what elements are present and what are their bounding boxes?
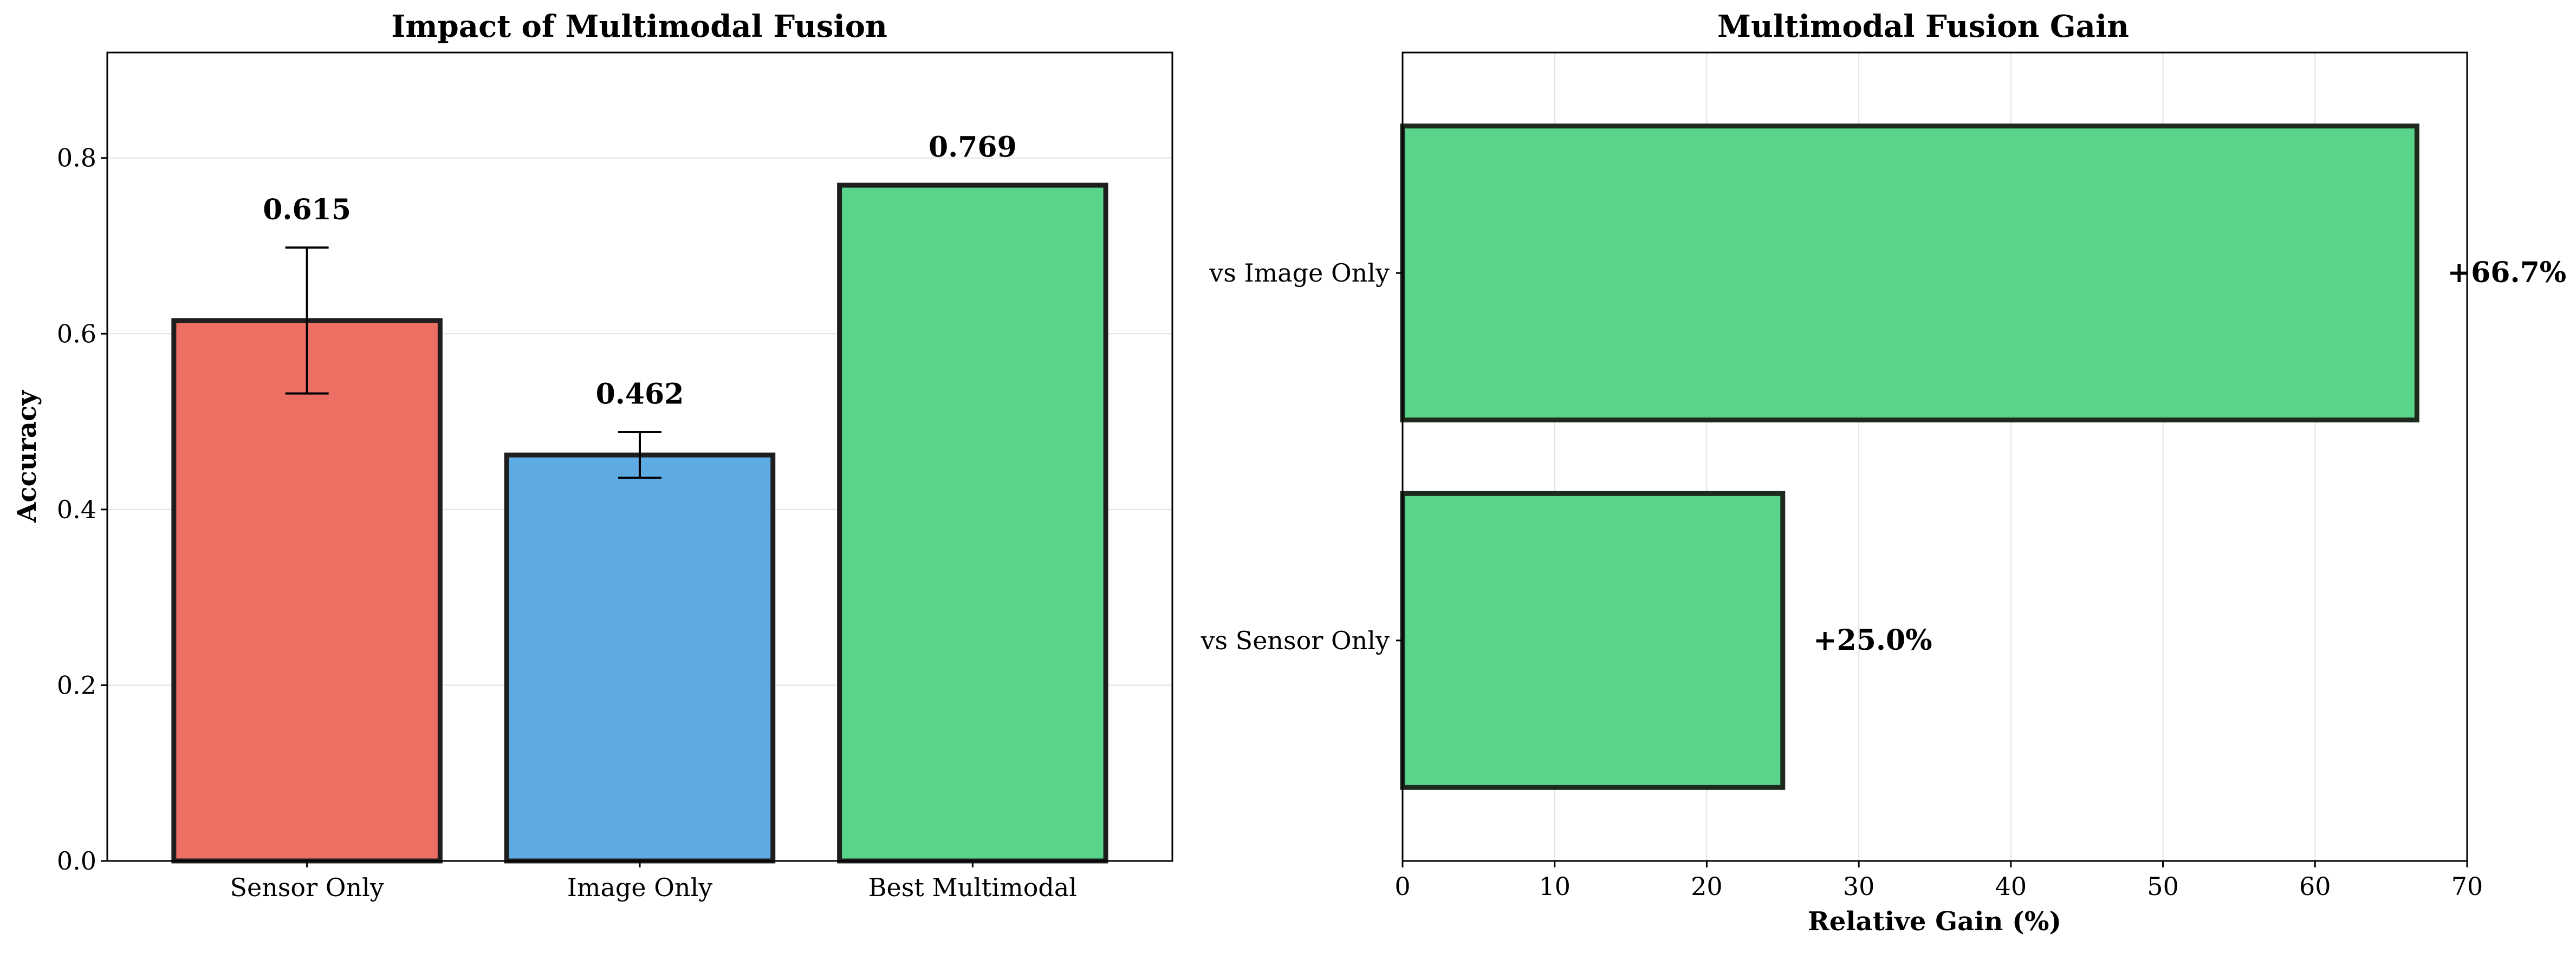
gain-x-tick-label: 30 — [1843, 872, 1875, 901]
bar-sensor-only — [171, 318, 443, 864]
gain-value-label-vs-image-only: +66.7% — [2448, 256, 2567, 289]
x-tick-label-best-multimodal: Best Multimodal — [868, 873, 1077, 902]
gain-x-tick-label: 10 — [1539, 872, 1571, 901]
gain-chart: Multimodal Fusion Gain +66.7% +25.0% 0 10 2… — [1200, 9, 2566, 937]
accuracy-y-tick-label: 0.4 — [57, 495, 96, 524]
accuracy-y-tick-label: 0.2 — [57, 670, 96, 700]
gain-x-ticks: 0 10 20 30 40 50 60 70 — [1394, 861, 2483, 901]
accuracy-x-ticks: Sensor Only Image Only Best Multimodal — [230, 861, 1077, 902]
accuracy-bars — [171, 182, 1108, 864]
accuracy-chart-title: Impact of Multimodal Fusion — [391, 9, 887, 44]
gain-plot-frame — [1401, 51, 2468, 862]
gain-y-tick-label-vs-image-only: vs Image Only — [1209, 258, 1390, 288]
value-label-image-only: 0.462 — [596, 378, 684, 411]
x-tick-label-sensor-only: Sensor Only — [230, 873, 384, 902]
gain-chart-title: Multimodal Fusion Gain — [1717, 9, 2129, 44]
gain-y-tick-label-vs-sensor-only: vs Sensor Only — [1200, 626, 1390, 655]
accuracy-y-tick-label: 0.6 — [57, 319, 96, 348]
gain-bar-vs-image-only — [1400, 123, 2419, 423]
bar-image-only — [504, 452, 776, 864]
accuracy-y-ticks: 0.0 0.2 0.4 0.6 0.8 — [57, 143, 107, 876]
accuracy-y-tick-label: 0.0 — [57, 846, 96, 876]
gain-x-tick-label: 0 — [1394, 872, 1410, 901]
gain-x-tick-label: 50 — [2147, 872, 2179, 901]
gain-bar-vs-sensor-only — [1400, 491, 1786, 790]
gain-bars — [1400, 123, 2419, 790]
gain-x-tick-label: 60 — [2299, 872, 2331, 901]
accuracy-chart: Impact of Multimodal Fusion 0.6150.4620.… — [12, 9, 1173, 902]
gain-x-tick-label: 20 — [1691, 872, 1723, 901]
gain-y-ticks: vs Image Only vs Sensor Only — [1200, 258, 1403, 655]
gain-x-tick-label: 70 — [2451, 872, 2483, 901]
value-label-sensor-only: 0.615 — [263, 193, 351, 226]
accuracy-y-tick-label: 0.8 — [57, 143, 96, 173]
gain-value-label-vs-sensor-only: +25.0% — [1813, 624, 1932, 657]
value-label-best-multimodal: 0.769 — [929, 131, 1017, 164]
accuracy-value-labels: 0.615 0.462 0.769 — [263, 131, 1017, 411]
accuracy-error-bars — [285, 246, 661, 479]
x-tick-label-image-only: Image Only — [567, 873, 713, 902]
accuracy-y-axis-label: Accuracy — [12, 389, 42, 523]
bar-best-multimodal — [837, 182, 1108, 864]
gain-x-axis-label: Relative Gain (%) — [1808, 906, 2061, 937]
gain-x-tick-label: 40 — [1995, 872, 2027, 901]
